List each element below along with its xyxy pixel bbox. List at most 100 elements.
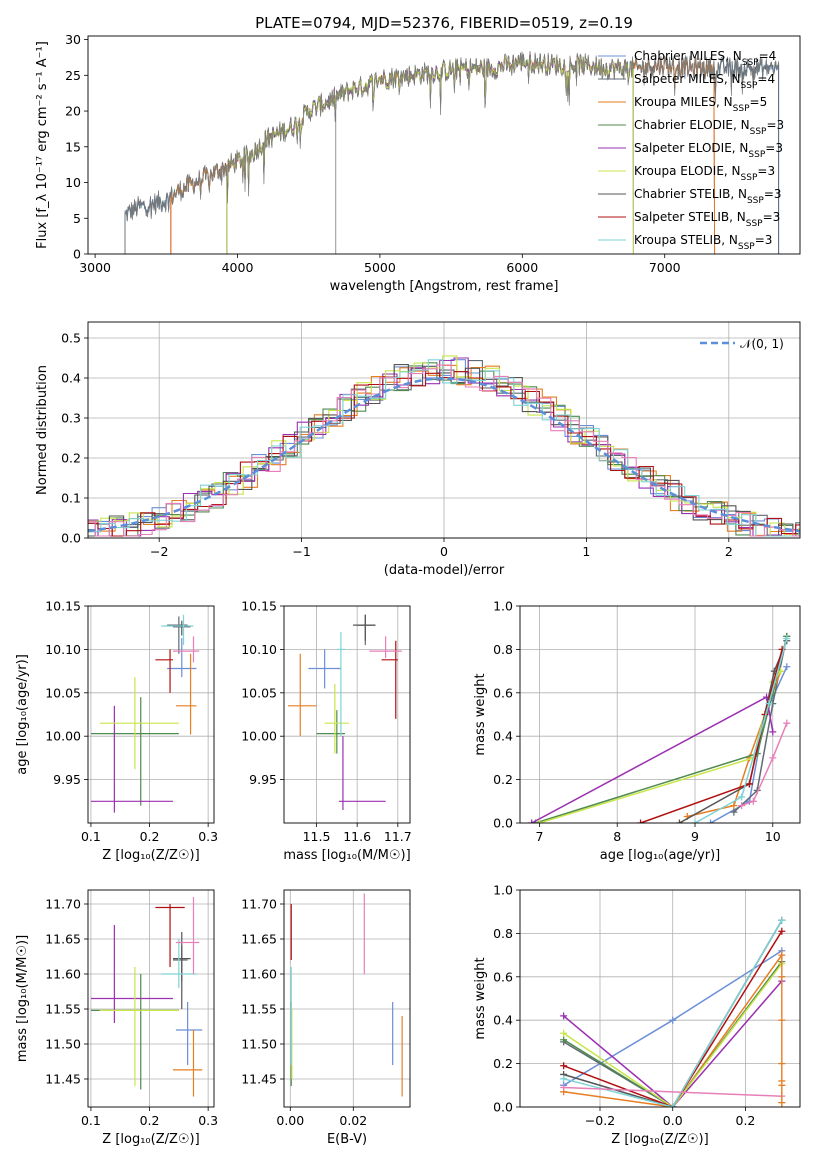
y-tick-label: 0.4 — [493, 1013, 513, 1028]
axes-frame — [283, 889, 411, 1108]
x-axis-label: mass [log₁₀(M/M☉)] — [283, 848, 410, 863]
histogram-step — [88, 359, 800, 537]
y-tick-label: 0.2 — [493, 772, 513, 787]
y-axis-label: Normed distribution — [35, 365, 50, 495]
x-tick-label: 0 — [440, 544, 448, 559]
histogram-step — [88, 364, 800, 537]
mass-weight-line — [640, 649, 783, 823]
y-tick-label: 11.60 — [241, 967, 277, 982]
mass-weight-line — [535, 636, 788, 823]
mass-weight-line — [563, 930, 783, 1107]
y-tick-label: 11.60 — [45, 967, 81, 982]
y-tick-label: 0.2 — [493, 1056, 513, 1071]
mass-weight-marker — [769, 728, 777, 736]
x-tick-label: −0.2 — [585, 1113, 615, 1128]
y-tick-label: 1.0 — [493, 599, 513, 614]
axes-frame — [87, 35, 801, 255]
x-tick-label: 0.2 — [736, 1113, 756, 1128]
x-tick-label: 0.0 — [663, 1113, 683, 1128]
mass-weight-marker — [669, 1016, 677, 1024]
axes-frame — [519, 889, 801, 1108]
y-tick-label: 11.70 — [45, 897, 81, 912]
mass-weight-marker — [730, 808, 738, 816]
axes-frame — [87, 605, 215, 824]
legend-label: Chabrier ELODIE, NSSP=3 — [634, 118, 784, 137]
x-tick-label: 0.02 — [339, 1113, 367, 1128]
x-axis-label: E(B-V) — [327, 1132, 367, 1147]
y-tick-label: 11.65 — [45, 932, 81, 947]
legend-label: Salpeter ELODIE, NSSP=3 — [634, 141, 783, 160]
mass-weight-marker — [560, 1083, 568, 1091]
mass-weight-line — [563, 1086, 782, 1097]
y-tick-label: 11.55 — [241, 1002, 277, 1017]
x-tick-label: 1 — [582, 544, 590, 559]
y-tick-label: 10.10 — [45, 642, 81, 657]
y-tick-label: 11.65 — [241, 932, 277, 947]
x-tick-label: 0.2 — [140, 1113, 160, 1128]
errorbars-mass_vs_Z — [90, 897, 203, 1097]
mass-weight-marker — [707, 819, 715, 823]
mass-weight-line — [741, 722, 788, 807]
axes-residuals: −2 −1 0 1 2 0.0 0.1 0.2 0.3 0.4 0.5 (data-model)/er… — [35, 322, 800, 578]
y-tick-label: 0.2 — [61, 451, 81, 466]
y-tick-label: 11.45 — [241, 1072, 277, 1087]
y-tick-label: 10.15 — [45, 599, 81, 614]
y-tick-label: 0 — [73, 247, 81, 262]
axes-frame — [519, 605, 801, 824]
x-axis-label: wavelength [Angstrom, rest frame] — [330, 279, 559, 294]
y-tick-label: 0.0 — [61, 531, 81, 546]
legend-label: 𝒩(0, 1) — [740, 337, 784, 351]
x-tick-label: 0.00 — [276, 1113, 304, 1128]
x-tick-label: 0.3 — [198, 1113, 218, 1128]
mass-weight-marker — [691, 819, 699, 823]
y-axis-label: mass [log₁₀(M/M☉)] — [15, 935, 30, 1062]
y-tick-label: 0.5 — [61, 331, 81, 346]
y-tick-label: 0.1 — [61, 491, 81, 506]
y-tick-label: 0.4 — [493, 729, 513, 744]
mass-weight-marker — [560, 1062, 568, 1070]
mass-weight-marker — [783, 635, 791, 643]
mass-weight-line — [563, 963, 783, 1107]
axes-mass_vs_Z: 0.1 0.2 0.3 11.45 11.50 11.55 11.60 11.65 11.70 Z… — [15, 890, 218, 1147]
y-tick-label: 5 — [73, 211, 81, 226]
mass-weight-marker — [769, 754, 777, 762]
y-tick-label: 30 — [65, 32, 81, 47]
legend-label: Kroupa STELIB, NSSP=3 — [634, 233, 772, 252]
mass-weight-marker — [738, 802, 746, 810]
x-tick-label: −1 — [292, 544, 310, 559]
y-tick-label: 0.8 — [493, 926, 513, 941]
y-tick-label: 9.95 — [53, 772, 81, 787]
mass-weight-line — [563, 954, 783, 1107]
y-tick-label: 20 — [65, 104, 81, 119]
mass-weight-line — [563, 961, 783, 1107]
axes-age_vs_mass: 11.5 11.6 11.7 9.95 10.00 10.05 10.10 10.15 mass… — [241, 599, 412, 864]
legend-label: Chabrier STELIB, NSSP=3 — [634, 187, 782, 206]
mass-weight-marker — [560, 1029, 568, 1037]
axes-frame — [87, 889, 215, 1108]
y-tick-label: 11.50 — [241, 1037, 277, 1052]
y-tick-label: 0.0 — [493, 816, 513, 831]
y-tick-label: 11.50 — [45, 1037, 81, 1052]
y-tick-label: 11.45 — [45, 1072, 81, 1087]
x-tick-label: 2 — [725, 544, 733, 559]
mass-weight-marker — [730, 802, 738, 810]
histogram-step — [88, 371, 800, 537]
x-tick-label: 11.5 — [303, 829, 331, 844]
legend-label: Salpeter STELIB, NSSP=3 — [634, 210, 780, 229]
x-tick-label: 11.6 — [343, 829, 371, 844]
x-tick-label: 8 — [613, 829, 621, 844]
y-tick-label: 10.05 — [45, 685, 81, 700]
axes-spectrum: 3000 4000 5000 6000 7000 0 5 10 15 20 25 30 waveleng… — [35, 32, 681, 294]
y-tick-label: 0.0 — [493, 1100, 513, 1115]
y-axis-label: age [log₁₀(age/yr)] — [15, 654, 30, 775]
x-axis-label: (data-model)/error — [384, 563, 505, 578]
x-tick-label: 6000 — [506, 260, 538, 275]
legend-label: Kroupa ELODIE, NSSP=3 — [634, 164, 775, 183]
y-tick-label: 0.3 — [61, 411, 81, 426]
mass-weight-marker — [637, 819, 645, 823]
mass-weight-marker — [749, 797, 757, 805]
x-tick-label: 5000 — [364, 260, 396, 275]
errorbars-age_vs_mass — [288, 614, 402, 810]
